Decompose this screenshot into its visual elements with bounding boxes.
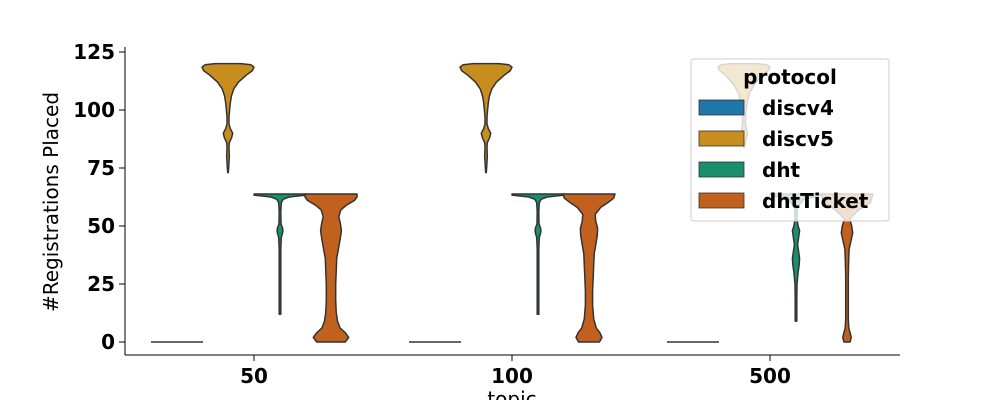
y-tick-label: 0: [101, 330, 115, 354]
y-tick-label: 25: [87, 272, 115, 296]
violins-layer: [151, 62, 874, 343]
y-tick-label: 50: [87, 214, 115, 238]
y-tick-label: 100: [73, 98, 115, 122]
violin-dhtTicket-50: [304, 193, 358, 343]
violin-discv5-50: [201, 62, 255, 174]
legend-label-dht: dht: [762, 158, 801, 182]
legend-swatch-discv5: [698, 130, 745, 147]
y-axis-label: #Registrations Placed: [39, 92, 63, 312]
legend: protocol discv4 discv5 dht dhtTicket: [690, 58, 890, 222]
legend-swatch-dhtTicket: [698, 192, 745, 209]
x-tick-label: 500: [749, 364, 791, 388]
legend-label-dhtTicket: dhtTicket: [762, 189, 869, 213]
x-tick-label: 100: [491, 364, 533, 388]
legend-items: discv4 discv5 dht dhtTicket: [698, 96, 869, 213]
y-tick-label: 125: [73, 40, 115, 64]
legend-label-discv4: discv4: [762, 96, 834, 120]
legend-swatch-discv4: [698, 99, 745, 116]
x-axis-label: topic: [487, 387, 536, 400]
violin-discv5-100: [459, 62, 513, 174]
legend-frame: [690, 58, 890, 222]
y-ticks: 0 25 50 75 100 125: [73, 40, 125, 354]
x-ticks: 50 100 500: [240, 355, 791, 388]
y-tick-label: 75: [87, 156, 115, 180]
violin-dht-100: [511, 193, 565, 315]
violin-dht-50: [253, 193, 307, 315]
legend-swatch-dht: [698, 161, 745, 178]
violin-dhtTicket-100: [562, 193, 616, 343]
x-tick-label: 50: [240, 364, 268, 388]
legend-label-discv5: discv5: [762, 127, 834, 151]
legend-title: protocol: [743, 65, 837, 89]
